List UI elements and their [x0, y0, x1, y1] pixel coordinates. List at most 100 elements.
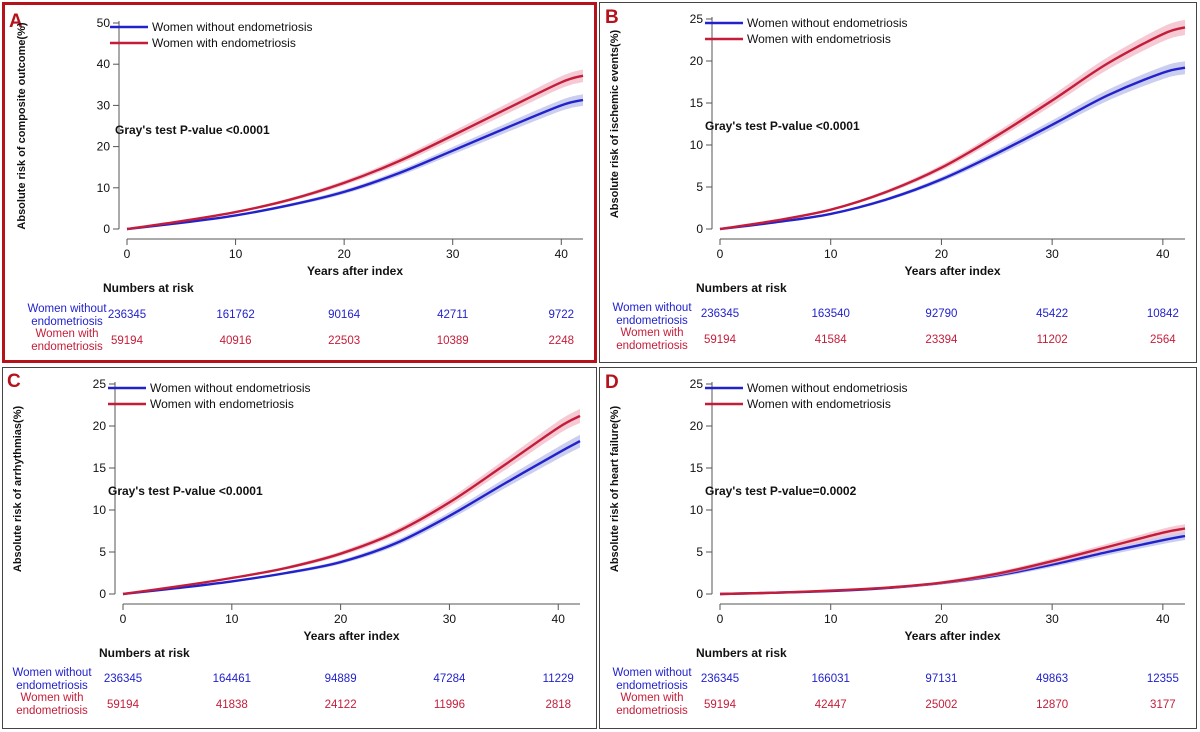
- panel-c-risk-with-30: 11996: [434, 699, 465, 711]
- panel-c-risk-with-20: 24122: [325, 699, 357, 711]
- panel-a-y-tick-label: 40: [97, 57, 111, 71]
- panel-c-y-tick-label: 5: [99, 545, 106, 559]
- panel-b-risk-label-without-1: Women without: [612, 302, 692, 314]
- panel-d-risk-label-with-2: endometriosis: [616, 705, 688, 717]
- panel-a-band-with: [127, 69, 583, 230]
- panel-d-y-tick-label: 20: [690, 419, 704, 433]
- panel-a-risk-label-with-1: Women with: [35, 328, 98, 340]
- panel-d-x-tick-label: 0: [717, 612, 724, 626]
- panel-a-risk-with-20: 22503: [328, 335, 360, 347]
- panel-d-risk-without-20: 97131: [925, 673, 957, 685]
- panel-b-risk-without-10: 163540: [812, 308, 850, 320]
- panel-d-line-with: [719, 527, 1186, 596]
- panel-b-risk-header: Numbers at risk: [696, 281, 787, 295]
- panel-c-grays-test: Gray's test P-value <0.0001: [108, 484, 263, 498]
- panel-a-risk-with-40: 2248: [548, 335, 574, 347]
- panel-d-y-axis-label: Absolute risk of heart failure(%): [609, 406, 621, 573]
- panel-c-risk-without-30: 47284: [433, 673, 466, 685]
- panel-b-letter: B: [605, 7, 619, 28]
- panel-c-band-with: [123, 408, 580, 594]
- panel-c-risk-without-0: 236345: [104, 673, 142, 685]
- panel-d-risk-with-40: 3177: [1150, 699, 1176, 711]
- panel-c-risk-with-40: 2818: [545, 699, 571, 711]
- panel-a-risk-with-30: 10389: [437, 335, 469, 347]
- panel-b-x-tick-label: 30: [1045, 247, 1059, 261]
- panel-a-legend-label-with: Women with endometriosis: [152, 36, 296, 50]
- panel-b-x-tick-label: 0: [717, 247, 724, 261]
- panel-b-y-tick-label: 25: [690, 12, 704, 26]
- panel-d-risk-header: Numbers at risk: [696, 646, 787, 660]
- panel-b-band-without: [720, 61, 1185, 230]
- panel-a-risk-label-without-2: endometriosis: [31, 316, 103, 328]
- panel-c-y-tick-label: 25: [93, 377, 107, 391]
- panel-d-chart: D 0 5 10 15 20 25 0 10 20 30 40 Years after index Abs…: [605, 372, 1186, 717]
- panel-d-letter: D: [605, 372, 619, 393]
- panel-b-risk-with-40: 2564: [1150, 334, 1176, 346]
- panel-c-y-tick-label: 20: [93, 419, 107, 433]
- panel-b-risk-label-without-2: endometriosis: [616, 315, 688, 327]
- panel-a-legend-label-without: Women without endometriosis: [152, 20, 313, 34]
- panel-b-risk-without-0: 236345: [701, 308, 739, 320]
- panel-c-line-without: [122, 440, 581, 596]
- panel-b-band-with: [720, 19, 1185, 229]
- panel-b-risk-with-0: 59194: [704, 334, 737, 346]
- panel-a-y-tick-label: 50: [97, 16, 111, 30]
- panel-d-x-tick-label: 40: [1156, 612, 1170, 626]
- panel-a-y-tick-label: 0: [103, 222, 110, 236]
- panel-a-risk-without-30: 42711: [437, 309, 468, 321]
- panel-c-letter: C: [7, 371, 21, 392]
- panel-c-y-tick-label: 10: [93, 503, 107, 517]
- panel-b-y-tick-label: 10: [690, 138, 704, 152]
- panel-d-risk-without-40: 12355: [1147, 673, 1179, 685]
- panel-a-risk-without-40: 9722: [548, 309, 574, 321]
- panel-a-y-tick-label: 10: [97, 181, 111, 195]
- panel-c-line-with: [122, 414, 581, 596]
- panel-a-risk-label-without-1: Women without: [27, 303, 107, 315]
- panel-c-legend-label-with: Women with endometriosis: [150, 397, 294, 411]
- panel-a-risk-header: Numbers at risk: [103, 281, 194, 295]
- panel-d-risk-label-without-2: endometriosis: [616, 680, 688, 692]
- panel-c-risk-header: Numbers at risk: [99, 646, 190, 660]
- panel-a-risk-label-with-2: endometriosis: [31, 341, 103, 353]
- panel-b-y-tick-label: 15: [690, 96, 704, 110]
- panel-d-risk-with-10: 42447: [815, 699, 847, 711]
- panel-b-legend-label-without: Women without endometriosis: [747, 16, 908, 30]
- panel-c-y-tick-label: 0: [99, 587, 106, 601]
- panel-c-risk-without-10: 164461: [213, 673, 251, 685]
- panel-b-grays-test: Gray's test P-value <0.0001: [705, 119, 860, 133]
- panel-c-y-axis-label: Absolute risk of arrhythmias(%): [12, 406, 24, 573]
- panel-d-legend-label-with: Women with endometriosis: [747, 397, 891, 411]
- panel-d-risk-with-0: 59194: [704, 699, 737, 711]
- panel-d-y-tick-label: 25: [690, 377, 704, 391]
- panel-d-risk-with-20: 25002: [925, 699, 957, 711]
- panel-b-risk-label-with-1: Women with: [620, 327, 683, 339]
- panel-d-grays-test: Gray's test P-value=0.0002: [705, 484, 857, 498]
- panel-d-y-tick-label: 0: [696, 587, 703, 601]
- panel-c-x-tick-label: 30: [443, 612, 457, 626]
- panel-b-y-tick-label: 5: [696, 180, 703, 194]
- panel-b-x-tick-label: 20: [935, 247, 949, 261]
- panel-a: A 0 10 20 30 40 50 0 10 20 30 40 Years after index Ab…: [2, 2, 597, 363]
- panel-c-legend-label-without: Women without endometriosis: [150, 381, 311, 395]
- panel-b-line-without: [719, 66, 1186, 231]
- panel-b-risk-without-30: 45422: [1036, 308, 1068, 320]
- panel-b: B 0 5 10 15 20 25 0 10 20 30 40 Years after index Abs…: [599, 2, 1197, 363]
- panel-d-risk-without-30: 49863: [1036, 673, 1068, 685]
- panel-b-risk-with-10: 41584: [815, 334, 848, 346]
- panel-b-x-tick-label: 40: [1156, 247, 1170, 261]
- panel-c-risk-label-with-1: Women with: [20, 692, 83, 704]
- panel-c-x-tick-label: 0: [120, 612, 127, 626]
- panel-c-x-axis-label: Years after index: [303, 629, 399, 643]
- panel-c-risk-label-without-2: endometriosis: [16, 680, 88, 692]
- panel-d: D 0 5 10 15 20 25 0 10 20 30 40 Years after index Abs…: [599, 367, 1197, 729]
- panel-c-x-tick-label: 10: [225, 612, 239, 626]
- panel-c-x-tick-label: 20: [334, 612, 348, 626]
- panel-c-risk-without-40: 11229: [543, 673, 574, 685]
- panel-b-risk-label-with-2: endometriosis: [616, 340, 688, 352]
- panel-a-chart: A 0 10 20 30 40 50 0 10 20 30 40 Years after index Ab…: [9, 11, 584, 353]
- panel-d-risk-label-with-1: Women with: [620, 692, 683, 704]
- panel-d-band-without: [720, 532, 1185, 594]
- panel-a-risk-with-0: 59194: [111, 335, 144, 347]
- panel-b-risk-without-40: 10842: [1147, 308, 1179, 320]
- panel-c-y-tick-label: 15: [93, 461, 107, 475]
